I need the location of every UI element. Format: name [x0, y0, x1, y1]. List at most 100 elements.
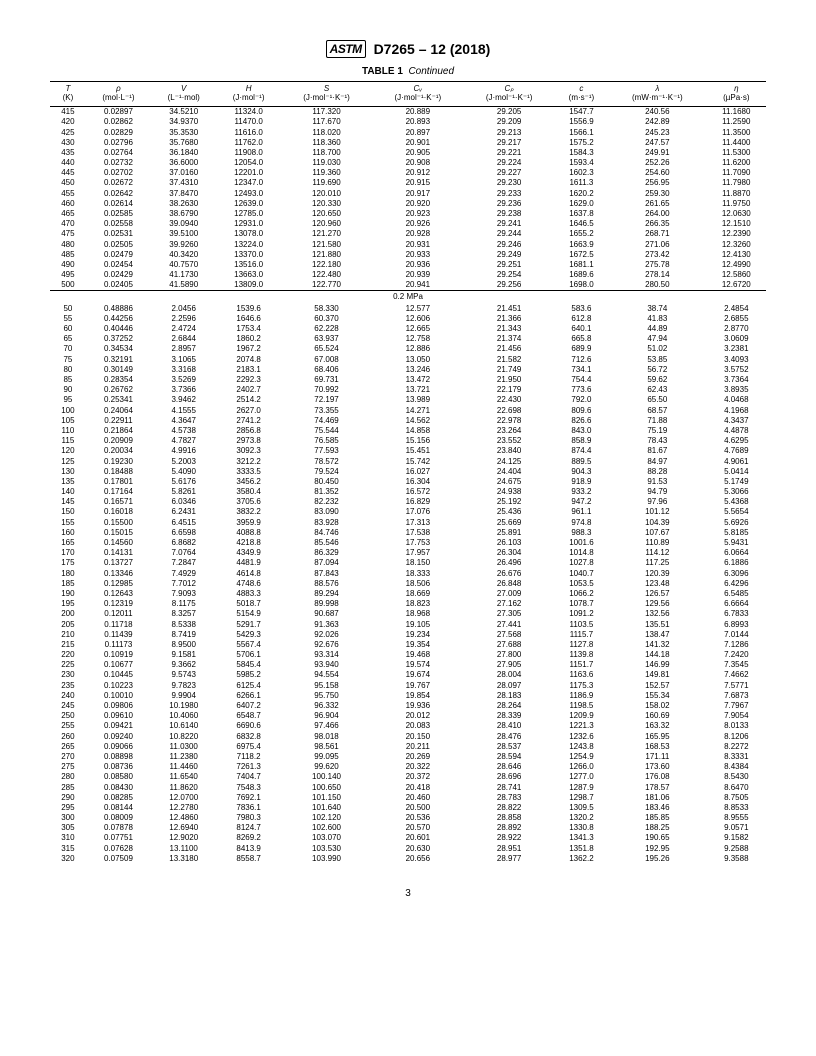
cell: 1091.2 — [555, 609, 608, 619]
cell: 22.978 — [463, 415, 554, 425]
cell: 1646.5 — [555, 219, 608, 229]
cell: 115 — [50, 436, 86, 446]
cell: 773.6 — [555, 385, 608, 395]
cell: 3.3168 — [151, 364, 216, 374]
cell: 0.25341 — [86, 395, 151, 405]
cell: 34.5210 — [151, 106, 216, 117]
cell: 12.758 — [372, 334, 463, 344]
cell: 0.10919 — [86, 650, 151, 660]
cell: 1254.9 — [555, 751, 608, 761]
cell: 4.5738 — [151, 425, 216, 435]
table-row: 2100.114398.74195429.392.02619.23427.568… — [50, 629, 766, 639]
cell: 28.892 — [463, 823, 554, 833]
cell: 1566.1 — [555, 127, 608, 137]
cell: 24.938 — [463, 487, 554, 497]
cell: 12.2390 — [707, 229, 766, 239]
cell: 7261.3 — [216, 762, 281, 772]
cell: 195.26 — [608, 853, 707, 863]
page-header: ASTM D7265 – 12 (2018) — [50, 40, 766, 58]
table-row: 2850.0843011.86207548.3100.65020.41828.7… — [50, 782, 766, 792]
cell: 20.941 — [372, 280, 463, 291]
cell: 39.5100 — [151, 229, 216, 239]
cell: 2.8770 — [707, 324, 766, 334]
cell: 17.313 — [372, 517, 463, 527]
cell: 415 — [50, 106, 86, 117]
cell: 80.450 — [281, 476, 372, 486]
cell: 0.07509 — [86, 853, 151, 863]
cell: 0.02642 — [86, 188, 151, 198]
cell: 21.582 — [463, 354, 554, 364]
cell: 261.65 — [608, 198, 707, 208]
cell: 92.676 — [281, 639, 372, 649]
cell: 290 — [50, 792, 86, 802]
cell: 20.269 — [372, 751, 463, 761]
cell: 28.977 — [463, 853, 554, 863]
cell: 87.094 — [281, 558, 372, 568]
table-row: 2400.100109.99046266.195.75019.85428.183… — [50, 690, 766, 700]
cell: 19.854 — [372, 690, 463, 700]
cell: 10.1980 — [151, 701, 216, 711]
col-unit: (L⁻¹·mol) — [151, 93, 216, 106]
cell: 89.998 — [281, 599, 372, 609]
cell: 320 — [50, 853, 86, 863]
cell: 29.233 — [463, 188, 554, 198]
cell: 7.0144 — [707, 629, 766, 639]
cell: 1637.8 — [555, 209, 608, 219]
cell: 135 — [50, 476, 86, 486]
cell: 20.905 — [372, 147, 463, 157]
cell: 8.6470 — [707, 782, 766, 792]
cell: 19.674 — [372, 670, 463, 680]
cell: 0.07628 — [86, 843, 151, 853]
cell: 4481.9 — [216, 558, 281, 568]
cell: 480 — [50, 239, 86, 249]
cell: 315 — [50, 843, 86, 853]
cell: 8.3257 — [151, 609, 216, 619]
cell: 28.822 — [463, 802, 554, 812]
cell: 8.5338 — [151, 619, 216, 629]
cell: 425 — [50, 127, 86, 137]
cell: 0.26762 — [86, 385, 151, 395]
cell: 21.749 — [463, 364, 554, 374]
cell: 122.180 — [281, 259, 372, 269]
table-row: 1150.209094.78272973.876.58515.15623.552… — [50, 436, 766, 446]
cell: 2.2596 — [151, 313, 216, 323]
cell: 98.018 — [281, 731, 372, 741]
cell: 28.594 — [463, 751, 554, 761]
cell: 0.02764 — [86, 147, 151, 157]
table-row: 1800.133467.49294614.887.84318.33326.676… — [50, 568, 766, 578]
cell: 918.9 — [555, 476, 608, 486]
cell: 1602.3 — [555, 168, 608, 178]
cell: 240.56 — [608, 106, 707, 117]
cell: 245 — [50, 701, 86, 711]
cell: 176.08 — [608, 772, 707, 782]
cell: 210 — [50, 629, 86, 639]
cell: 26.304 — [463, 548, 554, 558]
cell: 89.294 — [281, 588, 372, 598]
col-sym: ρ — [86, 82, 151, 94]
cell: 295 — [50, 802, 86, 812]
cell: 0.28354 — [86, 375, 151, 385]
table-row: 1900.126437.90934883.389.29418.66927.009… — [50, 588, 766, 598]
cell: 21.451 — [463, 303, 554, 313]
col-sym: Cᵥ — [372, 82, 463, 94]
cell: 2074.8 — [216, 354, 281, 364]
cell: 104.39 — [608, 517, 707, 527]
cell: 27.800 — [463, 650, 554, 660]
cell: 500 — [50, 280, 86, 291]
cell: 7.3545 — [707, 660, 766, 670]
cell: 36.6000 — [151, 158, 216, 168]
cell: 3832.2 — [216, 507, 281, 517]
cell: 118.360 — [281, 137, 372, 147]
cell: 6.5485 — [707, 588, 766, 598]
cell: 3.2381 — [707, 344, 766, 354]
cell: 37.0160 — [151, 168, 216, 178]
cell: 12347.0 — [216, 178, 281, 188]
col-unit: (mW·m⁻¹·K⁻¹) — [608, 93, 707, 106]
cell: 13224.0 — [216, 239, 281, 249]
cell: 0.16571 — [86, 497, 151, 507]
cell: 14.562 — [372, 415, 463, 425]
cell: 28.264 — [463, 701, 554, 711]
cell: 9.0571 — [707, 823, 766, 833]
cell: 150 — [50, 507, 86, 517]
cell: 81.352 — [281, 487, 372, 497]
